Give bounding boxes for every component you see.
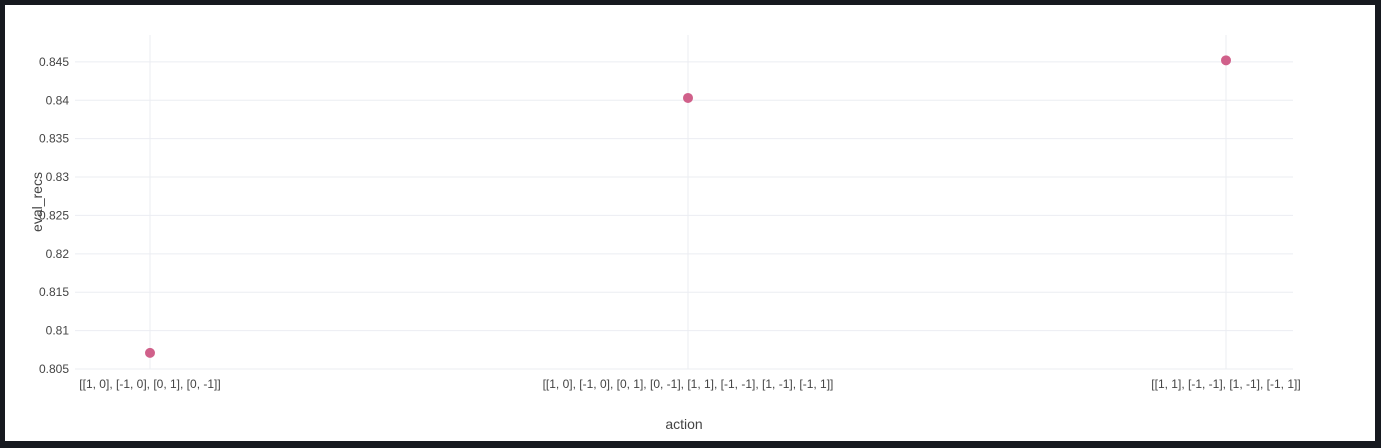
x-tick-label: [[1, 0], [-1, 0], [0, 1], [0, -1], [1, 1…: [543, 377, 834, 391]
x-tick-label: [[1, 1], [-1, -1], [1, -1], [-1, 1]]: [1151, 377, 1300, 391]
data-point[interactable]: [145, 347, 155, 358]
y-tick-label: 0.805: [39, 362, 69, 376]
chart-frame: 0.805 0.81 0.815 0.82 0.825 0.83 0.835 0.84 0.84…: [5, 5, 1375, 441]
y-tick-label: 0.835: [39, 132, 69, 146]
data-point[interactable]: [683, 92, 693, 103]
scatter-chart: 0.805 0.81 0.815 0.82 0.825 0.83 0.835 0.84 0.84…: [29, 35, 1301, 432]
y-tick-label: 0.82: [46, 247, 70, 261]
data-point[interactable]: [1221, 55, 1231, 66]
y-axis-title: eval_recs: [29, 172, 45, 232]
y-tick-label: 0.83: [46, 170, 70, 184]
y-tick-label: 0.825: [39, 208, 69, 222]
x-axis-title: action: [665, 416, 702, 432]
x-tick-label: [[1, 0], [-1, 0], [0, 1], [0, -1]]: [79, 377, 220, 391]
y-tick-label: 0.84: [46, 93, 70, 107]
y-tick-label: 0.845: [39, 55, 69, 69]
grid-lines: [75, 35, 1293, 370]
data-points: [145, 55, 1231, 358]
x-axis-ticks: [[1, 0], [-1, 0], [0, 1], [0, -1]] [[1, 0…: [79, 377, 1300, 391]
y-axis-ticks: 0.805 0.81 0.815 0.82 0.825 0.83 0.835 0.84 0.84…: [39, 55, 69, 376]
y-tick-label: 0.81: [46, 324, 70, 338]
y-tick-label: 0.815: [39, 285, 69, 299]
